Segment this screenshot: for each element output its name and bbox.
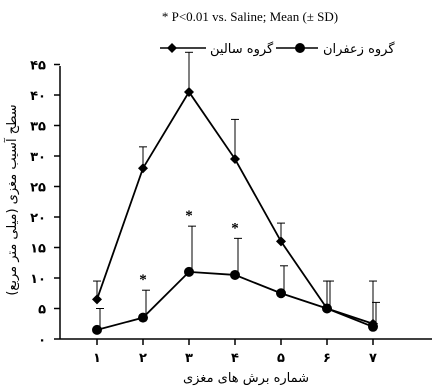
data-point-saline (276, 236, 286, 247)
data-point-saffron (276, 288, 286, 299)
error-bars (93, 51, 380, 330)
chart-note: * P<0.01 vs. Saline; Mean (± SD) (162, 9, 338, 24)
legend-saline-label: گروه سالین (210, 41, 274, 57)
y-tick-label: ۱۰ (30, 272, 46, 287)
y-tick-label: ۴۰ (30, 89, 46, 104)
data-point-saffron (138, 312, 148, 323)
y-tick-label: ۵ (38, 303, 46, 318)
y-axis-label: سطح آسیب مغزی (میلی متر مربع) (3, 104, 20, 295)
data-point-saffron (322, 303, 332, 314)
legend-saffron-label: گروه زعفران (323, 41, 395, 57)
y-tick-label: ۲۵ (30, 181, 46, 196)
legend-saline-marker (167, 43, 177, 53)
y-tick-label: ۱۵ (30, 242, 46, 257)
markers (92, 86, 378, 335)
x-tick-label: ۲ (139, 351, 147, 366)
significance-star: * (139, 272, 147, 288)
legend-saffron-marker (295, 43, 305, 53)
significance-star: * (231, 220, 239, 236)
legend-item-saline: گروه سالین (160, 41, 274, 57)
data-point-saffron (230, 269, 240, 280)
data-point-saline (230, 154, 240, 165)
y-tick-label: ۳۵ (30, 120, 46, 135)
x-tick-label: ۳ (185, 351, 193, 366)
legend-item-saffron: گروه زعفران (276, 41, 395, 57)
y-tick-label: ۳۰ (30, 150, 46, 165)
data-point-saline (92, 294, 102, 305)
data-point-saline (138, 163, 148, 174)
significance-stars: * * * (139, 208, 239, 288)
significance-star: * (185, 208, 193, 224)
x-tick-label: ۵ (277, 351, 285, 366)
x-ticks: ۱ ۲ ۳ ۴ ۵ ۶ ۷ (93, 339, 377, 366)
data-point-saffron (92, 324, 102, 335)
x-tick-label: ۱ (93, 351, 101, 366)
y-ticks: ۰ ۵ ۱۰ ۱۵ ۲۰ ۲۵ ۳۰ ۳۵ ۴۰ ۴۵ (30, 59, 60, 348)
legend: گروه سالین گروه زعفران (160, 41, 395, 57)
data-point-saline (184, 86, 194, 97)
x-tick-label: ۷ (369, 351, 377, 366)
x-axis-label: شماره برش های مغزی (183, 371, 309, 386)
y-tick-label: ۴۵ (30, 59, 46, 74)
x-tick-label: ۴ (231, 351, 239, 366)
data-point-saffron (368, 321, 378, 332)
y-tick-label: ۰ (38, 333, 46, 348)
x-tick-label: ۶ (323, 351, 331, 366)
y-tick-label: ۲۰ (30, 211, 46, 226)
data-point-saffron (184, 266, 194, 277)
